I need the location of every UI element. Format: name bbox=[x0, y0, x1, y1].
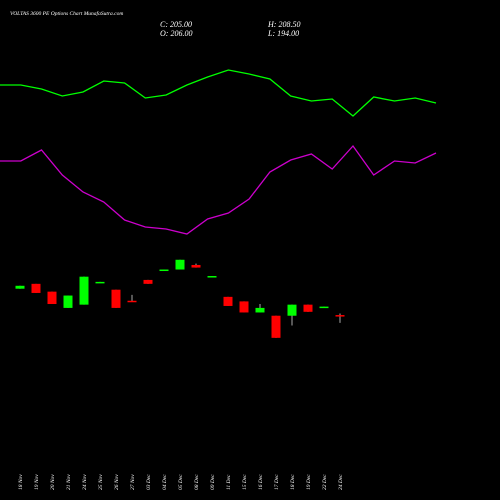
candle-body bbox=[47, 291, 57, 305]
x-tick-label: 26 Nov bbox=[114, 474, 120, 490]
x-tick-label: 25 Nov bbox=[98, 474, 104, 490]
x-tick-label: 03 Dec bbox=[146, 474, 152, 490]
candle-body bbox=[175, 259, 185, 270]
candle-body bbox=[255, 307, 265, 313]
candle-body bbox=[15, 285, 25, 289]
x-tick-label: 24 Dec bbox=[337, 474, 344, 490]
candle-body bbox=[271, 315, 281, 338]
x-tick-label: 19 Nov bbox=[34, 474, 40, 490]
x-tick-label: 16 Dec bbox=[258, 474, 264, 490]
ohlc-label: O: 206.00 bbox=[160, 29, 192, 38]
candle-body bbox=[159, 269, 169, 272]
candle-body bbox=[287, 304, 297, 316]
candle-body bbox=[239, 301, 249, 313]
candle-body bbox=[191, 264, 201, 268]
x-tick-label: 08 Dec bbox=[194, 474, 200, 490]
x-tick-label: 05 Dec bbox=[178, 474, 184, 490]
indicator-line bbox=[0, 69, 437, 117]
x-tick-label: 18 Dec bbox=[290, 474, 296, 490]
indicator-line bbox=[0, 144, 437, 235]
x-tick-label: 24 Nov bbox=[81, 474, 88, 490]
x-tick-label: 22 Dec bbox=[322, 474, 328, 490]
ohlc-label: H: 208.50 bbox=[267, 20, 300, 29]
candle-body bbox=[31, 283, 41, 293]
x-tick-label: 20 Nov bbox=[50, 474, 56, 490]
x-tick-label: 19 Dec bbox=[306, 474, 312, 490]
x-tick-label: 18 Nov bbox=[18, 474, 24, 490]
candle-body bbox=[111, 289, 121, 308]
chart-title: VOLTAS 3600 PE Options Chart MunafaSutra… bbox=[10, 10, 123, 17]
candle-body bbox=[223, 296, 233, 306]
ohlc-label: C: 205.00 bbox=[160, 20, 192, 29]
candle-body bbox=[143, 279, 153, 284]
x-tick-label: 09 Dec bbox=[210, 474, 216, 490]
x-tick-label: 04 Dec bbox=[161, 474, 168, 490]
candle-body bbox=[127, 300, 137, 303]
candle-body bbox=[79, 276, 89, 305]
candle-body bbox=[319, 306, 329, 309]
x-tick-label: 21 Nov bbox=[66, 474, 72, 490]
candle-body bbox=[207, 276, 217, 278]
ohlc-label: L: 194.00 bbox=[267, 29, 299, 38]
candle-body bbox=[335, 315, 345, 317]
candle-body bbox=[303, 304, 313, 312]
x-tick-label: 17 Dec bbox=[274, 474, 280, 490]
candle-body bbox=[63, 295, 73, 308]
x-tick-label: 27 Nov bbox=[130, 474, 136, 490]
candle-body bbox=[95, 281, 105, 284]
x-tick-label: 15 Dec bbox=[242, 474, 248, 490]
x-tick-label: 11 Dec bbox=[226, 474, 232, 490]
